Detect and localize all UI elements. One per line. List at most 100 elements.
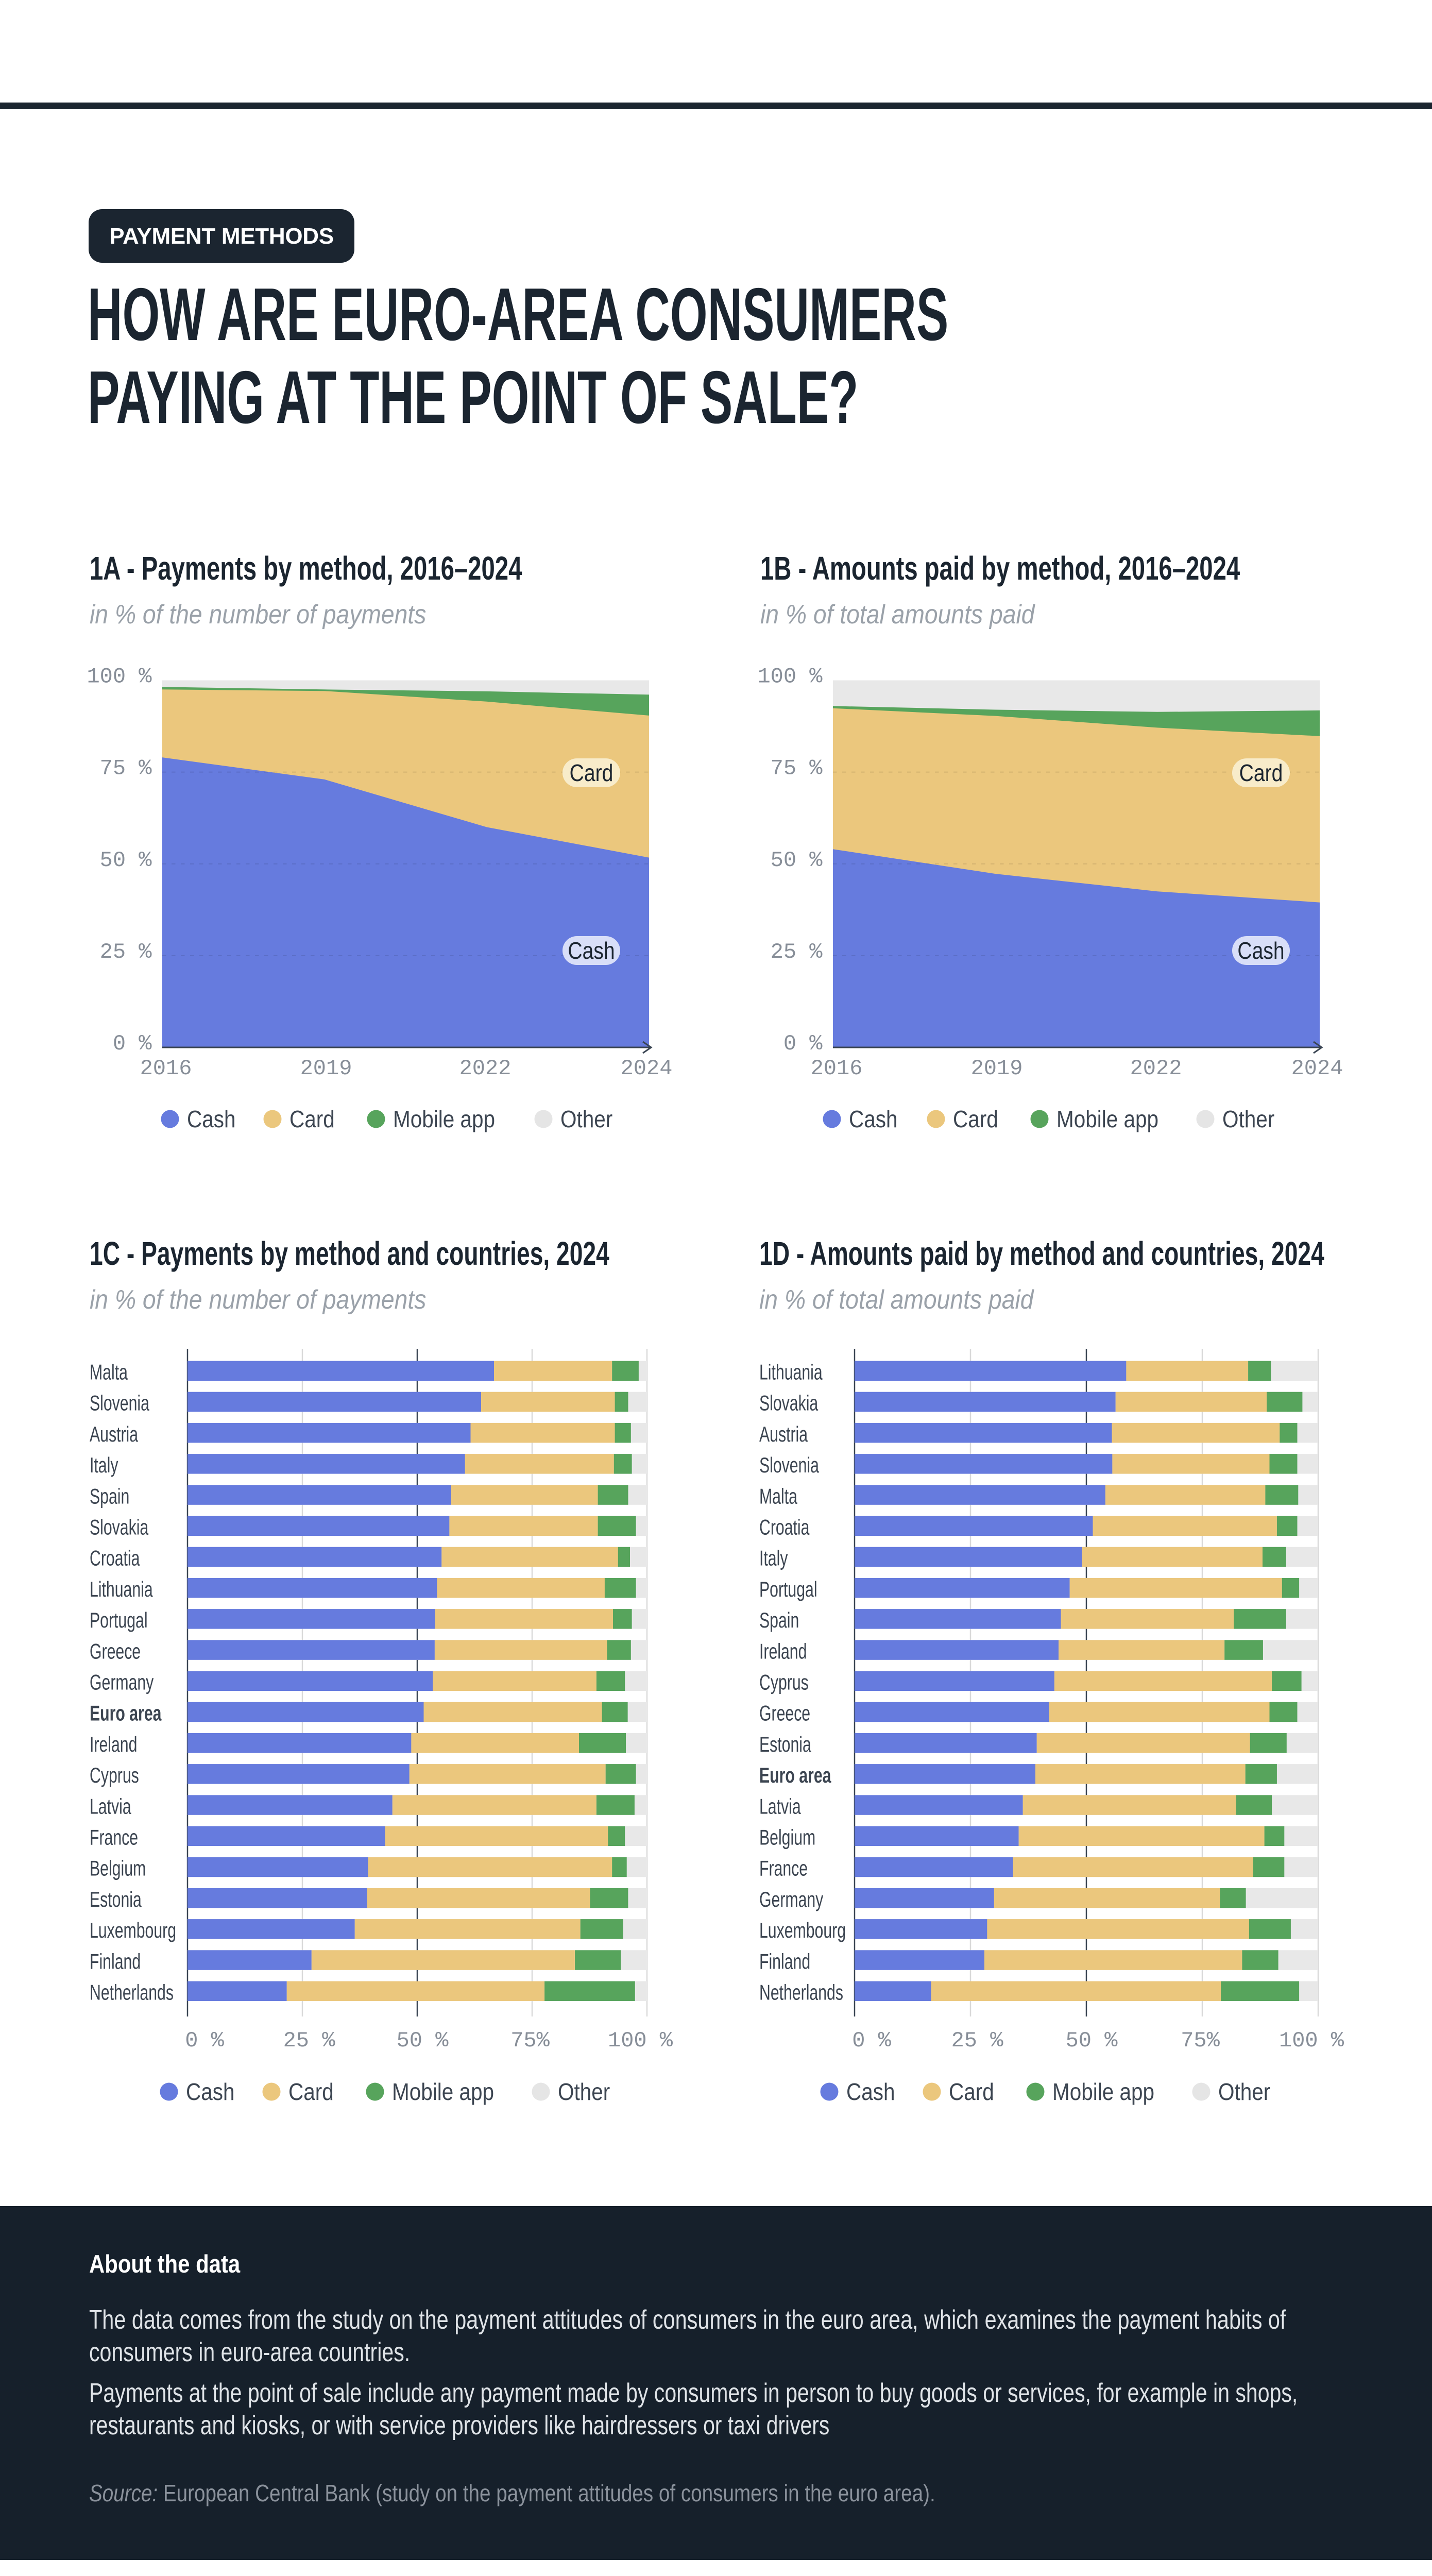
svg-text:Latvia: Latvia [759,1794,801,1818]
svg-text:Lithuania: Lithuania [90,1577,153,1601]
svg-text:Card: Card [1239,760,1283,787]
svg-text:France: France [759,1856,808,1880]
svg-text:Cash: Cash [186,2079,234,2106]
svg-text:Belgium: Belgium [759,1825,815,1850]
svg-text:Estonia: Estonia [90,1887,142,1911]
svg-text:100 %: 100 % [87,665,152,689]
svg-text:50 %: 50 % [397,2028,449,2053]
svg-text:25 %: 25 % [100,940,152,964]
svg-text:consumers in euro-area countri: consumers in euro-area countries. [89,2337,410,2367]
svg-text:Finland: Finland [759,1949,810,1973]
svg-text:Other: Other [560,1107,612,1133]
svg-text:Ireland: Ireland [759,1639,807,1663]
svg-text:Croatia: Croatia [759,1515,810,1539]
svg-text:75%: 75% [510,2028,550,2053]
svg-text:Spain: Spain [759,1608,799,1632]
svg-text:Cash: Cash [1237,938,1284,964]
svg-text:50 %: 50 % [100,848,152,873]
svg-text:Finland: Finland [90,1949,141,1973]
svg-text:Croatia: Croatia [90,1546,140,1570]
svg-text:Belgium: Belgium [90,1856,146,1880]
svg-text:75 %: 75 % [771,756,823,781]
svg-text:Spain: Spain [90,1484,129,1508]
svg-text:Euro area: Euro area [90,1701,162,1725]
svg-text:Portugal: Portugal [759,1577,817,1601]
svg-text:Germany: Germany [90,1670,154,1694]
svg-text:Source: European Central Bank: Source: European Central Bank (study on … [89,2480,935,2506]
svg-text:1B - Amounts paid by method, 2: 1B - Amounts paid by method, 2016–2024 [760,550,1240,587]
svg-text:Payments at the point of sale: Payments at the point of sale include an… [89,2378,1298,2408]
svg-text:Mobile app: Mobile app [393,1107,495,1133]
svg-text:Cash: Cash [849,1107,897,1133]
svg-text:Malta: Malta [759,1484,797,1508]
svg-text:Germany: Germany [759,1887,824,1911]
svg-text:Netherlands: Netherlands [90,1980,174,2005]
svg-text:Other: Other [1222,1107,1274,1133]
svg-text:restaurants and kiosks, or wit: restaurants and kiosks, or with service … [89,2410,829,2440]
svg-text:Estonia: Estonia [759,1732,811,1756]
svg-text:2022: 2022 [459,1056,512,1081]
svg-text:France: France [90,1825,138,1850]
svg-text:Mobile app: Mobile app [1056,1107,1158,1133]
svg-text:100 %: 100 % [1279,2028,1344,2053]
svg-text:Luxembourg: Luxembourg [90,1918,176,1942]
svg-text:1C - Payments by method and co: 1C - Payments by method and countries, 2… [90,1235,609,1272]
svg-text:Austria: Austria [90,1422,139,1446]
svg-text:Slovakia: Slovakia [90,1515,149,1539]
svg-text:Italy: Italy [759,1546,788,1570]
svg-text:0 %: 0 % [185,2028,224,2053]
svg-text:in % of the number of payments: in % of the number of payments [90,1285,426,1315]
svg-text:in % of total amounts paid: in % of total amounts paid [760,600,1035,630]
svg-text:Luxembourg: Luxembourg [759,1918,846,1942]
svg-text:Other: Other [1218,2079,1270,2106]
svg-text:25 %: 25 % [283,2028,336,2053]
svg-text:Austria: Austria [759,1422,808,1446]
svg-text:Greece: Greece [759,1701,810,1725]
svg-text:Card: Card [570,760,613,787]
svg-text:Cash: Cash [568,938,615,964]
svg-text:Mobile app: Mobile app [1052,2079,1154,2106]
svg-text:Card: Card [288,2079,334,2106]
svg-text:2024: 2024 [1291,1056,1343,1081]
svg-text:Latvia: Latvia [90,1794,131,1818]
svg-text:HOW ARE EURO-AREA CONSUMERS: HOW ARE EURO-AREA CONSUMERS [88,273,948,356]
svg-text:75%: 75% [1181,2028,1220,2053]
svg-text:Italy: Italy [90,1453,118,1477]
svg-text:Slovenia: Slovenia [90,1391,149,1415]
svg-text:Mobile app: Mobile app [392,2079,494,2106]
svg-text:Cyprus: Cyprus [759,1670,809,1694]
svg-text:2024: 2024 [621,1056,673,1081]
svg-text:PAYMENT METHODS: PAYMENT METHODS [109,224,334,249]
svg-text:About the data: About the data [89,2250,241,2278]
svg-text:2016: 2016 [811,1056,863,1081]
svg-text:25 %: 25 % [771,940,823,964]
svg-text:1D - Amounts paid by method an: 1D - Amounts paid by method and countrie… [759,1235,1324,1272]
svg-text:The data comes from the study: The data comes from the study on the pay… [89,2304,1286,2334]
svg-text:1A - Payments by method, 2016–: 1A - Payments by method, 2016–2024 [90,550,522,587]
svg-text:0 %: 0 % [783,1031,823,1056]
svg-text:Malta: Malta [90,1360,128,1384]
svg-text:Netherlands: Netherlands [759,1980,843,2005]
svg-text:Euro area: Euro area [759,1763,831,1787]
svg-text:Slovenia: Slovenia [759,1453,819,1477]
svg-text:Ireland: Ireland [90,1732,137,1756]
svg-text:Card: Card [289,1107,335,1133]
svg-text:Other: Other [558,2079,610,2106]
svg-text:Card: Card [949,2079,994,2106]
svg-text:100 %: 100 % [757,665,823,689]
svg-text:in % of total amounts paid: in % of total amounts paid [759,1285,1034,1315]
svg-text:50 %: 50 % [771,848,823,873]
svg-text:0 %: 0 % [852,2028,891,2053]
svg-text:100 %: 100 % [608,2028,673,2053]
svg-text:Cash: Cash [187,1107,235,1133]
svg-text:0 %: 0 % [113,1031,152,1056]
svg-text:2016: 2016 [140,1056,192,1081]
svg-text:2022: 2022 [1130,1056,1182,1081]
svg-text:Card: Card [953,1107,998,1133]
svg-text:Cyprus: Cyprus [90,1763,139,1787]
svg-text:Portugal: Portugal [90,1608,148,1632]
svg-text:2019: 2019 [300,1056,352,1081]
svg-text:in % of the number of payments: in % of the number of payments [90,600,426,630]
svg-text:Lithuania: Lithuania [759,1360,823,1384]
svg-text:Greece: Greece [90,1639,141,1663]
